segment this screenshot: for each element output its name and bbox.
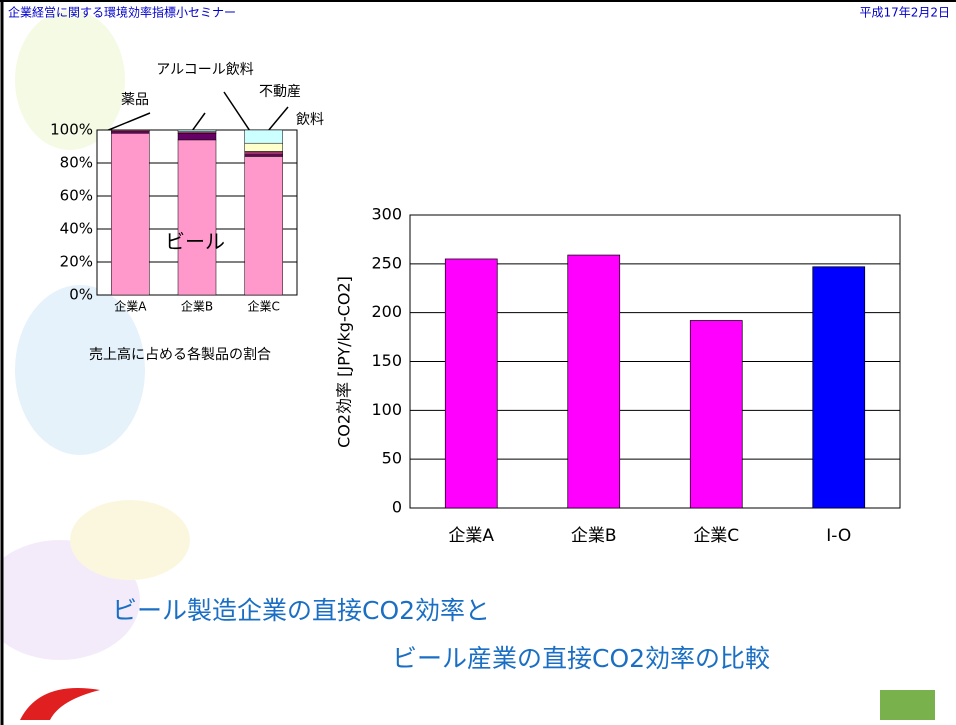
x-tick-label: 企業C	[247, 299, 279, 314]
y-tick-label: 80%	[60, 154, 93, 172]
bar-segment	[244, 156, 283, 296]
y-axis-label: CO2効率 [JPY/kg-CO2]	[335, 276, 354, 448]
y-tick-label: 150	[371, 351, 402, 370]
bar-segment	[177, 129, 217, 132]
y-tick-label: 50	[382, 449, 402, 468]
series-label: ビール	[165, 230, 225, 254]
x-tick-label: 企業B	[571, 526, 617, 546]
bar-segment	[177, 133, 217, 141]
y-tick-label: 200	[371, 302, 402, 321]
chart-caption: 売上高に占める各製品の割合	[89, 346, 271, 363]
bar-segment	[244, 129, 283, 144]
x-tick-label: 企業A	[114, 299, 147, 314]
bar-segment	[111, 133, 150, 296]
y-tick-label: 100	[371, 400, 402, 419]
bar	[812, 266, 866, 509]
x-tick-label: 企業C	[693, 526, 739, 546]
y-tick-label: 250	[371, 253, 402, 272]
series-label: 薬品	[121, 92, 149, 108]
footer-title: ビール製造企業の直接CO2効率と	[112, 596, 490, 625]
y-tick-label: 20%	[60, 253, 93, 271]
y-tick-label: 40%	[60, 220, 93, 238]
bar-segment	[177, 139, 217, 296]
y-tick-label: 0	[392, 498, 402, 517]
series-label: 飲料	[296, 112, 324, 128]
bar-segment	[244, 151, 283, 155]
header-left: 企業経営に関する環境効率指標小セミナー	[8, 5, 236, 20]
bar	[444, 258, 498, 509]
bar	[567, 254, 621, 509]
footer-title: ビール産業の直接CO2効率の比較	[392, 644, 770, 673]
y-tick-label: 100%	[50, 121, 93, 139]
x-tick-label: I-O	[826, 526, 851, 546]
header-right: 平成17年2月2日	[859, 6, 950, 20]
logo	[20, 688, 935, 720]
y-tick-label: 0%	[69, 286, 93, 304]
y-tick-label: 300	[371, 205, 402, 224]
background-decor	[0, 10, 190, 660]
series-label: アルコール飲料	[156, 62, 254, 78]
bar	[689, 320, 743, 509]
x-tick-label: 企業B	[181, 299, 213, 314]
bar-segment	[111, 129, 150, 132]
x-tick-label: 企業A	[448, 526, 494, 546]
series-label: 不動産	[259, 84, 301, 100]
y-tick-label: 60%	[60, 187, 93, 205]
bar-segment	[244, 142, 283, 152]
